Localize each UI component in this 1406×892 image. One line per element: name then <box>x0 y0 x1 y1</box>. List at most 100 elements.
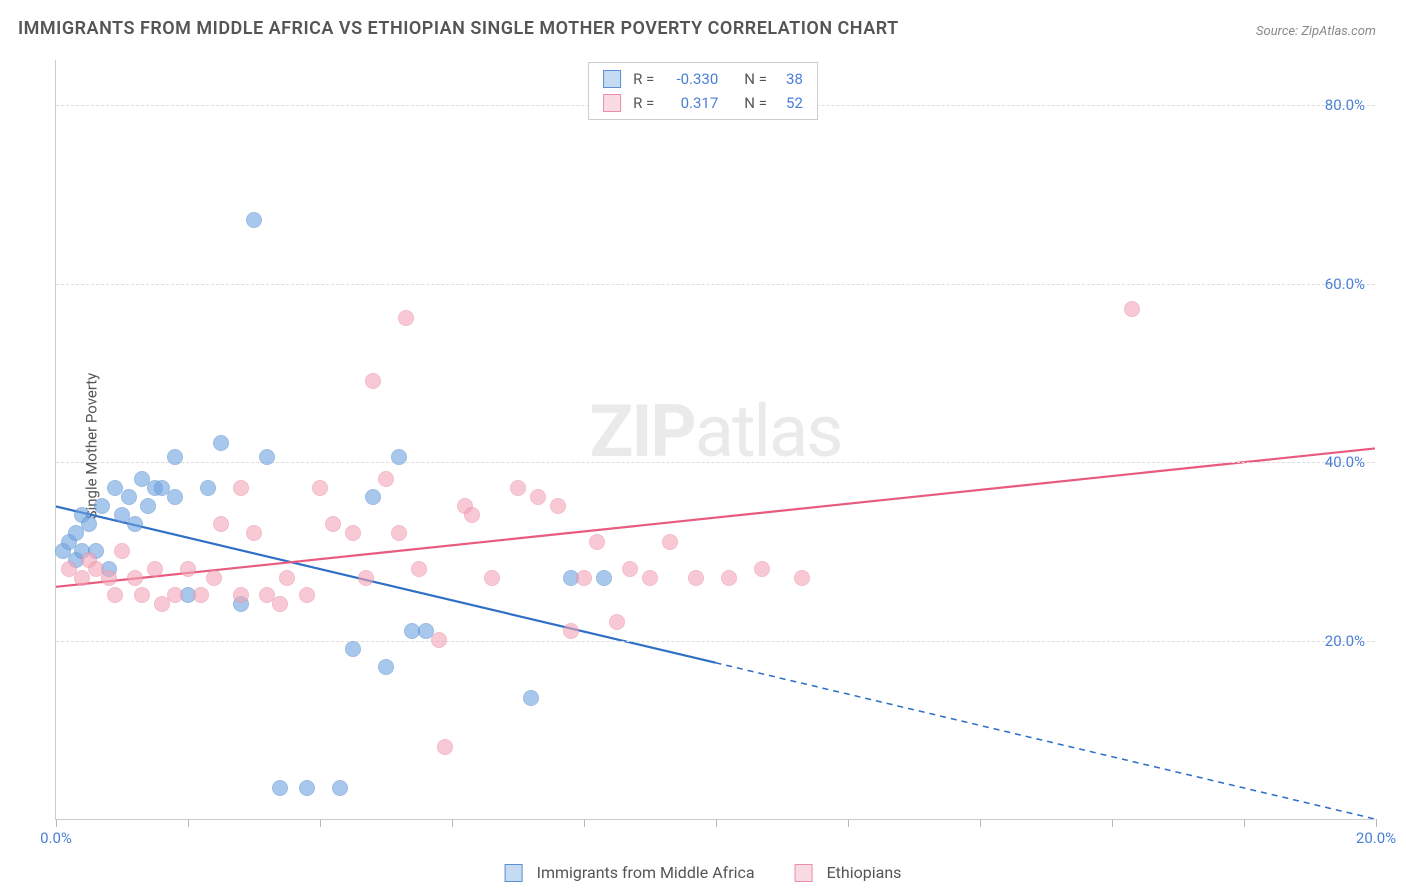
data-point <box>378 659 394 675</box>
data-point <box>81 516 97 532</box>
x-tick <box>1376 819 1377 827</box>
chart-plot-area: ZIPatlas 20.0%40.0%60.0%80.0%0.0%20.0% <box>55 60 1375 820</box>
data-point <box>365 373 381 389</box>
data-point <box>127 516 143 532</box>
data-point <box>272 780 288 796</box>
x-tick <box>320 819 321 827</box>
data-point <box>589 534 605 550</box>
data-point <box>200 480 216 496</box>
data-point <box>563 623 579 639</box>
data-point <box>107 587 123 603</box>
r-label: R = <box>633 67 654 91</box>
x-tick-label: 0.0% <box>40 829 72 847</box>
n-label: N = <box>744 91 767 115</box>
r-value: 0.317 <box>660 91 718 115</box>
data-point <box>510 480 526 496</box>
legend-swatch <box>795 864 813 882</box>
legend-item: Immigrants from Middle Africa <box>505 863 755 882</box>
data-point <box>378 471 394 487</box>
source-attribution: Source: ZipAtlas.com <box>1256 24 1376 39</box>
data-point <box>550 498 566 514</box>
stat-row: R = 0.317 N = 52 <box>603 91 803 115</box>
y-tick-label: 20.0% <box>1325 632 1365 650</box>
r-value: -0.330 <box>660 67 718 91</box>
data-point <box>121 489 137 505</box>
trend-lines-layer <box>56 60 1375 819</box>
chart-title: IMMIGRANTS FROM MIDDLE AFRICA VS ETHIOPI… <box>18 18 899 39</box>
data-point <box>272 596 288 612</box>
data-point <box>140 498 156 514</box>
data-point <box>167 489 183 505</box>
data-point <box>193 587 209 603</box>
legend-item: Ethiopians <box>795 863 902 882</box>
y-tick-label: 80.0% <box>1325 96 1365 114</box>
watermark: ZIPatlas <box>590 389 842 474</box>
x-tick <box>188 819 189 827</box>
legend-label: Immigrants from Middle Africa <box>537 863 755 882</box>
data-point <box>279 570 295 586</box>
data-point <box>299 587 315 603</box>
data-point <box>391 449 407 465</box>
data-point <box>312 480 328 496</box>
data-point <box>411 561 427 577</box>
data-point <box>431 632 447 648</box>
trend-line <box>56 506 716 662</box>
n-value: 38 <box>773 67 803 91</box>
data-point <box>345 641 361 657</box>
trend-line <box>56 448 1375 586</box>
data-point <box>609 614 625 630</box>
data-point <box>662 534 678 550</box>
data-point <box>642 570 658 586</box>
data-point <box>134 587 150 603</box>
data-point <box>484 570 500 586</box>
n-label: N = <box>744 67 767 91</box>
data-point <box>206 570 222 586</box>
legend-label: Ethiopians <box>827 863 902 882</box>
data-point <box>794 570 810 586</box>
data-point <box>127 570 143 586</box>
data-point <box>246 212 262 228</box>
x-tick-label: 20.0% <box>1356 829 1396 847</box>
data-point <box>213 516 229 532</box>
data-point <box>259 449 275 465</box>
data-point <box>523 690 539 706</box>
x-tick <box>1112 819 1113 827</box>
x-tick <box>848 819 849 827</box>
data-point <box>398 310 414 326</box>
trend-line-extrapolated <box>716 663 1376 819</box>
data-point <box>180 561 196 577</box>
gridline <box>56 284 1375 285</box>
gridline <box>56 641 1375 642</box>
legend: Immigrants from Middle Africa Ethiopians <box>505 863 902 882</box>
legend-swatch <box>505 864 523 882</box>
x-tick <box>1244 819 1245 827</box>
data-point <box>299 780 315 796</box>
data-point <box>325 516 341 532</box>
data-point <box>332 780 348 796</box>
r-label: R = <box>633 91 654 115</box>
x-tick <box>980 819 981 827</box>
data-point <box>358 570 374 586</box>
data-point <box>246 525 262 541</box>
data-point <box>721 570 737 586</box>
data-point <box>233 480 249 496</box>
gridline <box>56 462 1375 463</box>
data-point <box>365 489 381 505</box>
data-point <box>147 561 163 577</box>
series-swatch <box>603 70 621 88</box>
data-point <box>437 739 453 755</box>
data-point <box>596 570 612 586</box>
data-point <box>754 561 770 577</box>
y-tick-label: 40.0% <box>1325 453 1365 471</box>
n-value: 52 <box>773 91 803 115</box>
x-tick <box>716 819 717 827</box>
data-point <box>576 570 592 586</box>
data-point <box>1124 301 1140 317</box>
data-point <box>622 561 638 577</box>
correlation-stats-box: R = -0.330 N = 38 R = 0.317 N = 52 <box>588 62 818 120</box>
data-point <box>233 587 249 603</box>
y-tick-label: 60.0% <box>1325 275 1365 293</box>
data-point <box>345 525 361 541</box>
stat-row: R = -0.330 N = 38 <box>603 67 803 91</box>
data-point <box>530 489 546 505</box>
